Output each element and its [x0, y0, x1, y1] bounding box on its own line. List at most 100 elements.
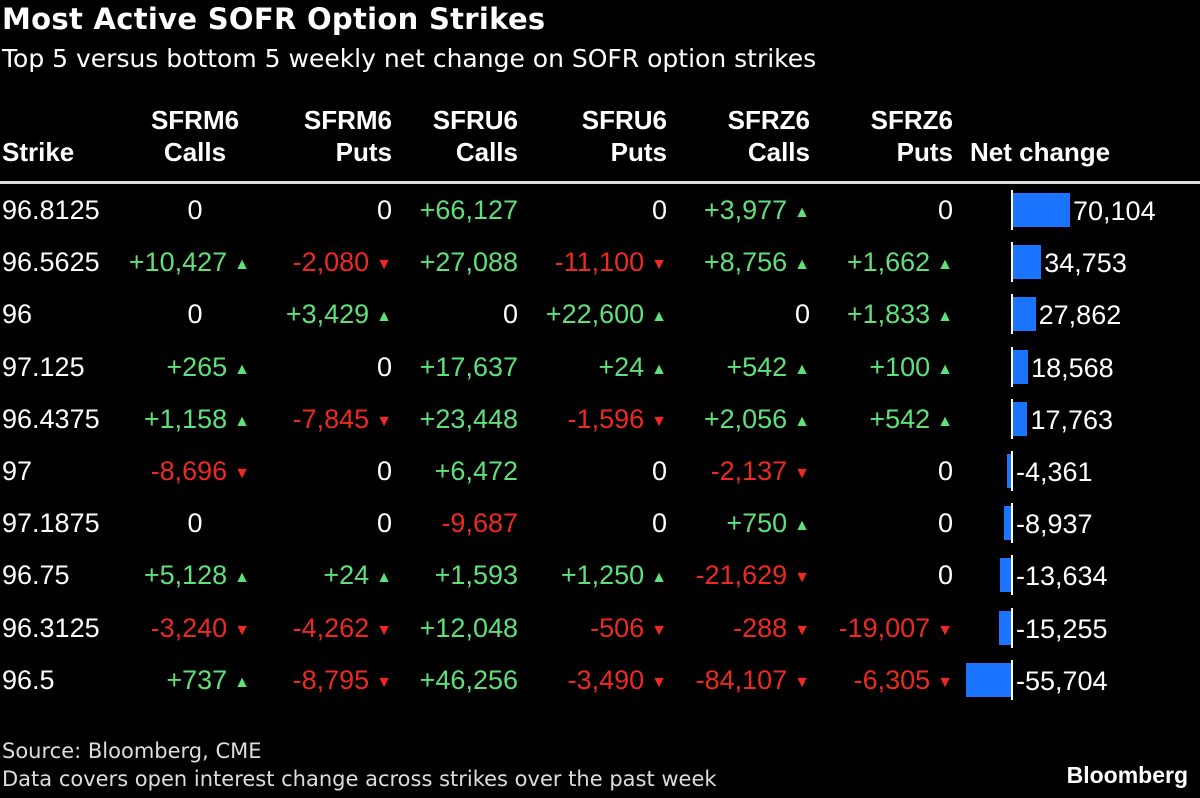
strike-cell: 96 — [2, 299, 33, 330]
value-text: +22,600 — [545, 299, 645, 330]
value-cell: +24 ▲ — [252, 560, 392, 593]
value-cell: -9,687 — [378, 508, 518, 538]
value-text: 0 — [937, 508, 953, 539]
value-cell: 0 — [252, 352, 392, 382]
header-divider — [0, 181, 1200, 184]
value-text: +8,756 — [703, 247, 788, 278]
triangle-down-icon: ▼ — [651, 621, 667, 639]
triangle-up-icon: ▲ — [794, 412, 810, 430]
value-text: +23,448 — [419, 403, 518, 434]
triangle-up-icon: ▲ — [651, 360, 667, 378]
value-cell: +24 ▲ — [527, 352, 667, 385]
value-text: -6,305 — [853, 664, 931, 695]
value-text: -9,687 — [441, 508, 518, 539]
triangle-up-icon: ▲ — [234, 569, 250, 587]
triangle-up-icon: ▲ — [234, 360, 250, 378]
value-cell: +265 ▲ — [110, 352, 250, 385]
strike-cell: 96.3125 — [2, 612, 100, 643]
column-header: SFRZ6 Calls — [650, 104, 810, 168]
bar-axis — [1011, 398, 1013, 439]
strike-cell: 96.5 — [2, 664, 55, 695]
chart-subtitle: Top 5 versus bottom 5 weekly net change … — [2, 44, 817, 73]
value-text: +100 — [869, 351, 931, 382]
value-cell: +23,448 — [378, 404, 518, 434]
bar-axis — [1011, 190, 1013, 230]
value-cell: -6,305 ▼ — [813, 665, 953, 698]
value-cell: -7,845 ▼ — [252, 404, 392, 437]
triangle-up-icon: ▲ — [234, 673, 250, 691]
value-cell: +100 ▲ — [813, 352, 953, 385]
column-header-line2: Puts — [896, 137, 953, 167]
value-cell: -3,240 ▼ — [110, 613, 250, 646]
value-cell: -11,100 ▼ — [527, 247, 667, 280]
value-cell: +542 ▲ — [813, 404, 953, 437]
column-header-line1: SFRM6 — [303, 105, 392, 135]
net-change-label: 17,763 — [1030, 404, 1114, 435]
net-change-label: -15,255 — [1016, 613, 1108, 644]
value-text: +1,833 — [846, 299, 931, 330]
value-cell: -21,629 ▼ — [670, 560, 810, 593]
column-header-line2: Calls — [455, 137, 518, 167]
bloomberg-logo: Bloomberg — [1066, 762, 1188, 788]
column-header-line1: SFRU6 — [432, 105, 518, 135]
value-text: -11,100 — [554, 247, 645, 278]
triangle-up-icon: ▲ — [234, 412, 250, 430]
value-text: +46,256 — [419, 664, 518, 695]
column-header: SFRM6 Puts — [232, 104, 392, 168]
strike-cell: 96.8125 — [2, 195, 100, 225]
value-text: 0 — [502, 299, 518, 330]
bar-axis — [1011, 346, 1013, 387]
column-header-line1: SFRU6 — [581, 105, 667, 135]
value-cell: +3,429 ▲ — [252, 299, 392, 332]
value-cell: +1,250 ▲ — [527, 560, 667, 593]
bar-axis — [1011, 503, 1013, 544]
value-cell: +3,977 ▲ — [670, 195, 810, 228]
column-header-line1: SFRM6 — [150, 105, 240, 135]
value-text: +6,472 — [434, 456, 518, 486]
value-cell: 0 — [670, 299, 810, 329]
column-header-line2: Strike — [2, 137, 75, 167]
column-header: SFRU6 Calls — [358, 104, 518, 168]
value-cell: 0 — [813, 195, 953, 225]
triangle-down-icon: ▼ — [376, 621, 392, 639]
bar-axis — [1011, 242, 1013, 283]
value-text: 0 — [651, 508, 667, 539]
value-cell: -2,137 ▼ — [670, 456, 810, 489]
value-text: 0 — [187, 195, 203, 225]
triangle-down-icon: ▼ — [794, 569, 810, 587]
triangle-down-icon: ▼ — [937, 621, 953, 639]
value-text: 0 — [937, 560, 953, 591]
value-cell: +737 ▲ — [110, 665, 250, 698]
triangle-up-icon: ▲ — [937, 256, 953, 274]
value-text: +1,662 — [846, 247, 931, 278]
value-text: -19,007 — [838, 612, 931, 643]
net-change-bar — [965, 662, 1011, 697]
triangle-up-icon: ▲ — [376, 308, 392, 326]
strike-cell: 97.1875 — [2, 508, 100, 539]
value-cell: +66,127 — [378, 195, 518, 225]
value-text: +3,429 — [285, 299, 370, 330]
value-cell: 0 — [813, 560, 953, 590]
net-change-label: -55,704 — [1016, 665, 1108, 696]
net-change-bar — [1013, 193, 1070, 227]
value-text: +542 — [869, 403, 931, 434]
value-text: -7,845 — [292, 403, 370, 434]
value-text: 0 — [376, 195, 392, 225]
triangle-down-icon: ▼ — [651, 673, 667, 691]
value-cell: 0 — [125, 299, 265, 329]
triangle-up-icon: ▲ — [651, 308, 667, 326]
triangle-down-icon: ▼ — [937, 673, 953, 691]
value-text: +12,048 — [419, 612, 518, 643]
value-cell: -506 ▼ — [527, 613, 667, 646]
strike-cell: 96.4375 — [2, 403, 100, 434]
value-cell: 0 — [813, 508, 953, 538]
value-cell: +1,158 ▲ — [110, 404, 250, 437]
value-text: +1,593 — [434, 560, 518, 591]
value-text: 0 — [187, 299, 203, 330]
value-cell: +27,088 — [378, 247, 518, 277]
value-text: 0 — [376, 508, 392, 539]
triangle-down-icon: ▼ — [794, 673, 810, 691]
chart-title: Most Active SOFR Option Strikes — [2, 2, 546, 36]
value-text: -3,490 — [567, 664, 645, 695]
value-text: -4,262 — [292, 612, 370, 643]
